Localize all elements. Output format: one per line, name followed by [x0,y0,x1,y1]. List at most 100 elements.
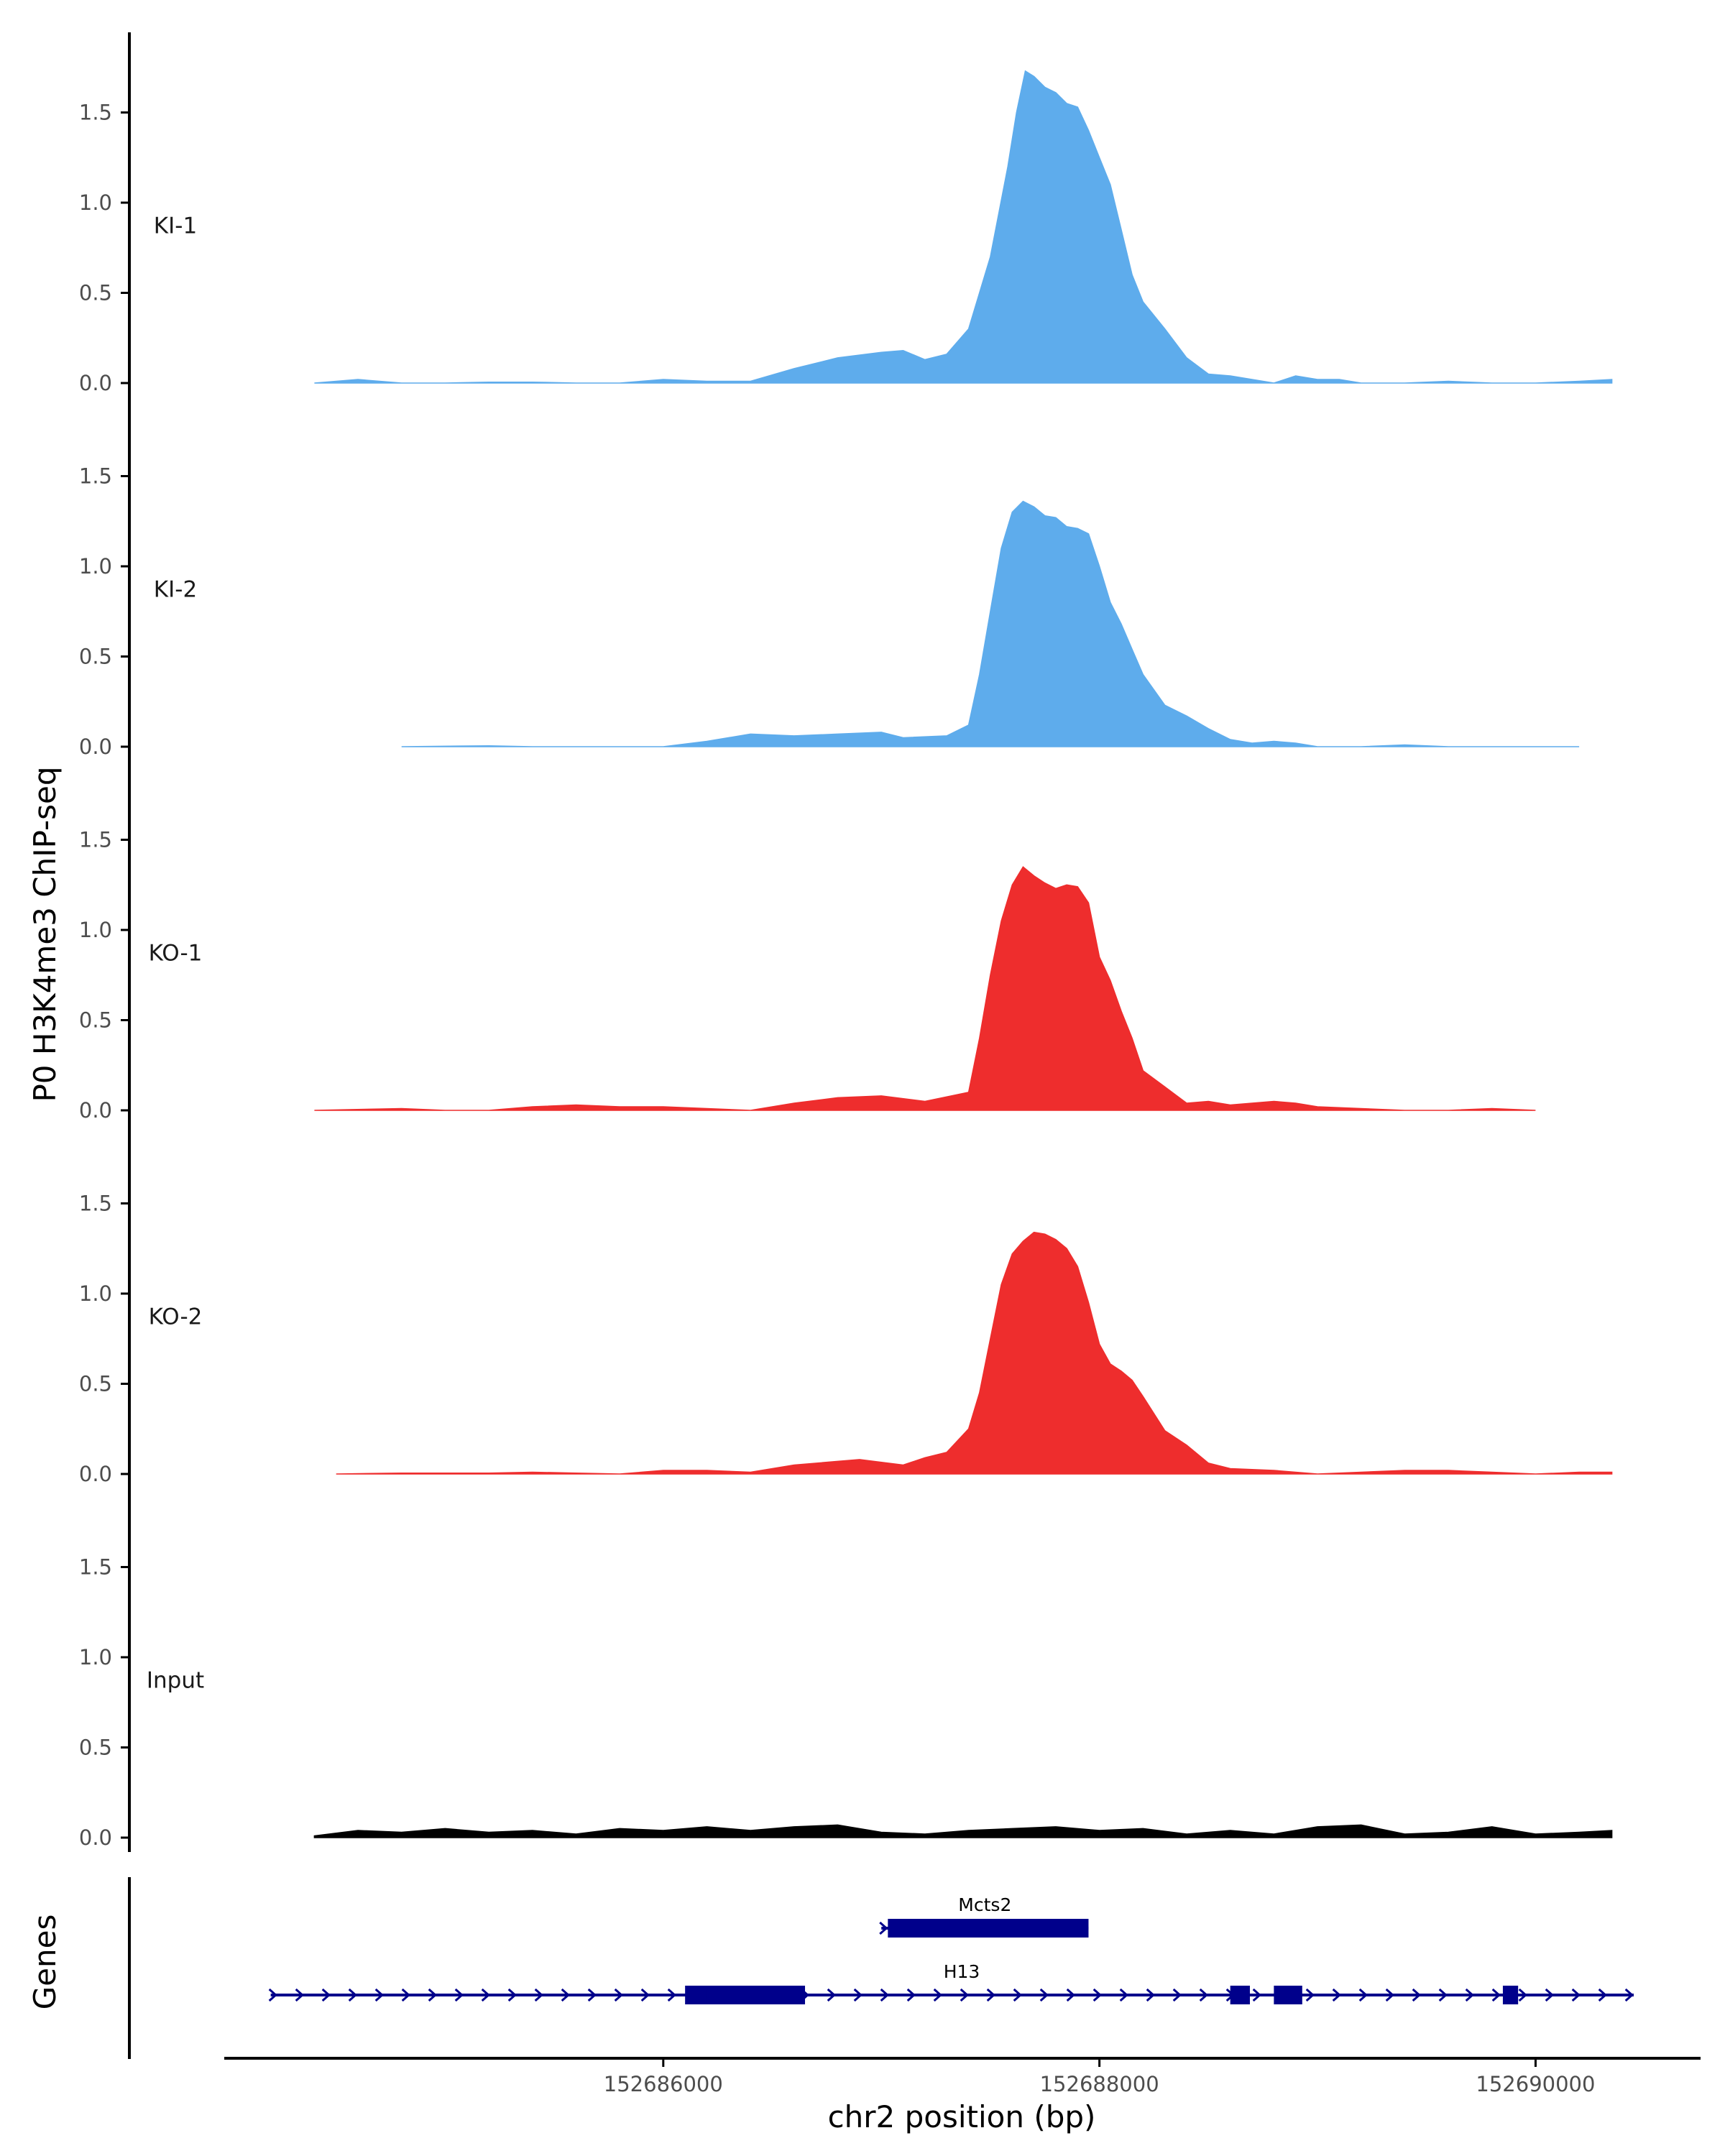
y-tick-label: 0.0 [79,1825,112,1850]
signal-area-ki-1 [314,70,1613,384]
y-tick-label: 0.5 [79,1372,112,1396]
y-tick-label: 1.0 [79,1281,112,1306]
strand-arrow-icon [534,1988,543,2002]
strand-arrow-icon [1518,1988,1527,2002]
signal-area-ko-1 [314,866,1536,1111]
genes-layer: Mcts2 H13 [128,1877,1634,2059]
strand-arrow-icon [614,1988,623,2002]
strand-arrow-icon [1438,1988,1448,2002]
track-ki-2: 0.0 0.5 1.0 1.5 KI-2 [79,396,1580,761]
strand-arrow-icon [1119,1988,1128,2002]
exon-block [1502,1986,1519,2004]
gene-h13: H13 [268,1961,1634,2004]
x-tick-label: 152688000 [1040,2072,1159,2096]
y-tick-label: 0.0 [79,734,112,759]
strand-arrow-icon [321,1988,331,2002]
y-tick-label: 0.5 [79,1736,112,1760]
strand-arrow-icon [1491,1988,1501,2002]
track-label: KI-2 [154,577,197,603]
exon-block [707,1986,806,2004]
strand-arrow-icon [295,1988,304,2002]
strand-arrow-icon [879,1921,888,1935]
signal-area-ko-2 [336,1231,1613,1475]
signal-area-input [313,1824,1613,1838]
exon-block [685,1986,707,2004]
strand-arrow-icon [454,1988,464,2002]
strand-arrow-icon [880,1988,889,2002]
track-label: Input [147,1668,204,1694]
signal-area-ki-2 [401,500,1580,747]
strand-arrow-icon [348,1988,357,2002]
y-tick-label: 1.5 [79,1192,112,1216]
strand-arrow-icon [1199,1988,1208,2002]
strand-arrow-icon [1465,1988,1474,2002]
y-tick-label: 1.5 [79,828,112,852]
strand-arrow-icon [1624,1988,1634,2002]
y-tick-label: 0.0 [79,371,112,395]
strand-arrow-icon [906,1988,916,2002]
strand-arrow-icon [1013,1988,1022,2002]
strand-arrow-icon [1545,1988,1554,2002]
strand-arrow-icon [268,1988,277,2002]
track-label: KO-1 [149,941,203,967]
strand-arrow-icon [640,1988,650,2002]
strand-arrow-icon [1598,1988,1607,2002]
x-axis: 152686000 152688000 152690000 [224,2057,1701,2096]
y-tick-label: 1.0 [79,1645,112,1669]
strand-arrow-icon [401,1988,410,2002]
strand-arrow-icon [1039,1988,1049,2002]
strand-arrow-icon [986,1988,995,2002]
y-tick-label: 0.5 [79,645,112,669]
strand-arrow-icon [1092,1988,1102,2002]
genes-axis-title: Genes [27,1915,63,2010]
strand-arrow-icon [667,1988,676,2002]
strand-arrow-icon [1305,1988,1315,2002]
y-tick-label: 1.0 [79,918,112,942]
strand-arrow-icon [1571,1988,1581,2002]
track-ki-1: 0.0 0.5 1.0 1.5 KI-1 [79,32,1613,397]
strand-arrow-icon [428,1988,437,2002]
strand-arrow-icon [827,1988,836,2002]
x-tick-label: 152686000 [604,2072,723,2096]
strand-arrow-icon [960,1988,969,2002]
strand-arrow-icon [1172,1988,1182,2002]
strand-arrow-icon [1332,1988,1341,2002]
y-tick-label: 0.5 [79,1008,112,1033]
track-label: KI-1 [154,213,197,239]
strand-arrow-icon [1252,1988,1261,2002]
y-tick-label: 0.0 [79,1098,112,1123]
y-tick-label: 1.0 [79,190,112,215]
strand-arrow-icon [1358,1988,1368,2002]
tracks-layer: 0.0 0.5 1.0 1.5 KI-1 0.0 0.5 1.0 1.5 KI-2 0.0 0.5 1.… [79,32,1613,1852]
strand-arrow-icon [507,1988,517,2002]
strand-arrow-icon [1385,1988,1394,2002]
strand-arrow-icon [374,1988,384,2002]
exon-block [888,1919,1089,1938]
strand-arrow-icon [1146,1988,1155,2002]
y-tick-label: 1.5 [79,101,112,125]
y-tick-label: 0.5 [79,281,112,305]
exon-block [1230,1986,1250,2004]
y-tick-label: 0.0 [79,1462,112,1486]
track-input: 0.0 0.5 1.0 1.5 Input [79,1487,1613,1852]
strand-arrow-icon [1066,1988,1075,2002]
strand-arrow-icon [561,1988,570,2002]
strand-arrow-icon [481,1988,490,2002]
y-tick-label: 1.5 [79,464,112,489]
exon-block [1274,1986,1302,2004]
strand-arrow-icon [587,1988,597,2002]
strand-arrow-icon [933,1988,942,2002]
y-axis-title: P0 H3K4me3 ChIP-seq [27,766,63,1102]
x-axis-title: chr2 position (bp) [828,2099,1096,2134]
gene-label: Mcts2 [958,1894,1011,1915]
strand-arrow-icon [1412,1988,1421,2002]
x-tick-label: 152690000 [1476,2072,1595,2096]
track-ko-2: 0.0 0.5 1.0 1.5 KO-2 [79,1123,1613,1488]
gene-mcts2: Mcts2 [879,1894,1089,1938]
track-ko-1: 0.0 0.5 1.0 1.5 KO-1 [79,760,1536,1125]
track-label: KO-2 [149,1304,203,1330]
y-tick-label: 1.5 [79,1555,112,1580]
strand-arrow-icon [853,1988,862,2002]
y-tick-label: 1.0 [79,554,112,579]
